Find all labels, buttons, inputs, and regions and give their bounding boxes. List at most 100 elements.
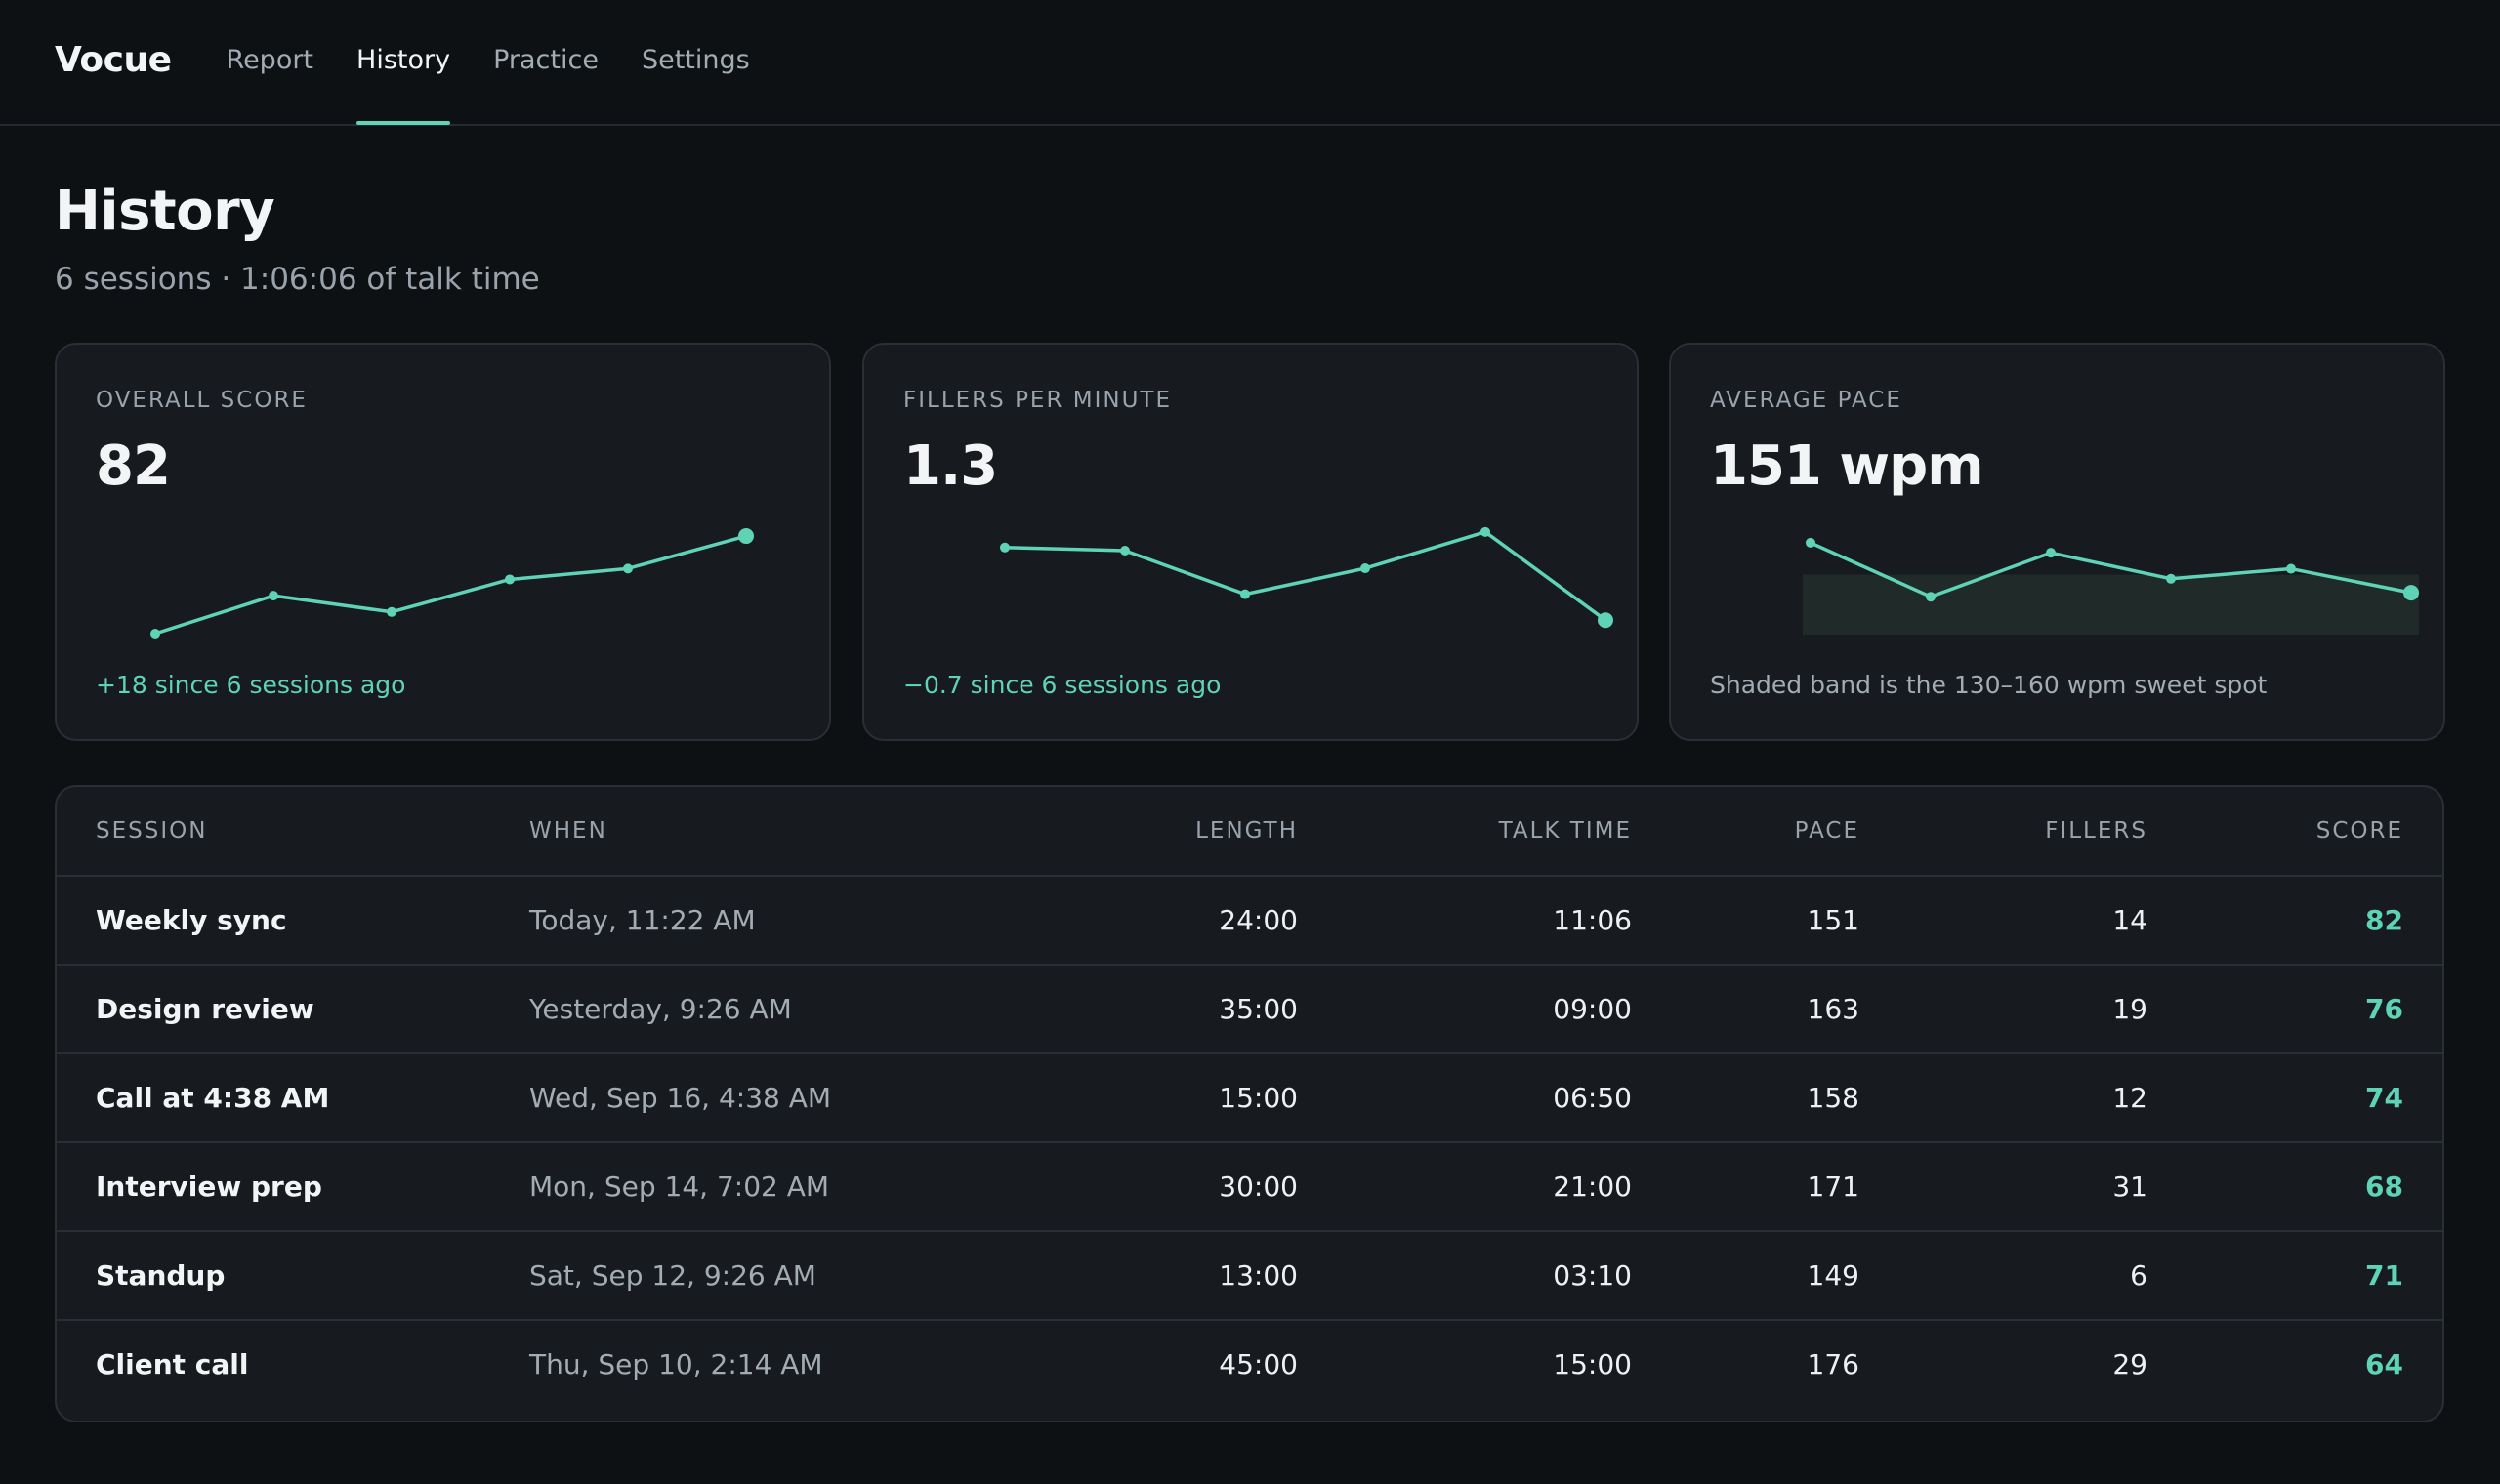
top-nav-bar: Vocue Report History Practice Settings	[0, 0, 2500, 126]
card-label: Average pace	[1710, 388, 1902, 413]
session-score: 71	[2365, 1259, 2403, 1292]
header-pace[interactable]: Pace	[1794, 818, 1859, 844]
trend-point	[1806, 537, 1815, 548]
table-row[interactable]: Weekly sync Today, 11:22 AM 24:00 11:06 …	[57, 875, 2442, 964]
session-pace: 171	[1807, 1171, 1859, 1203]
header-score[interactable]: Score	[2315, 818, 2403, 844]
trend-point	[1480, 526, 1490, 537]
session-pace: 158	[1807, 1082, 1859, 1114]
session-score: 82	[2365, 904, 2403, 936]
nav-tab-history[interactable]: History	[356, 0, 451, 125]
trend-point	[1240, 589, 1250, 599]
session-length: 24:00	[1219, 904, 1298, 936]
page-subtitle: 6 sessions · 1:06:06 of talk time	[55, 262, 540, 297]
session-fillers: 31	[2112, 1171, 2147, 1203]
trend-point	[623, 563, 633, 574]
fillers-per-minute-card: Fillers per minute 1.3 −0.7 since 6 sess…	[862, 343, 1639, 741]
session-when: Mon, Sep 14, 7:02 AM	[529, 1171, 830, 1203]
brand-logo[interactable]: Vocue	[55, 40, 172, 80]
trend-point	[150, 629, 160, 639]
session-when: Wed, Sep 16, 4:38 AM	[529, 1082, 832, 1114]
session-fillers: 12	[2112, 1082, 2147, 1114]
nav-tab-settings[interactable]: Settings	[641, 45, 750, 75]
session-pace: 151	[1807, 904, 1859, 936]
table-header-row: Session When Length Talk time Pace Fille…	[57, 787, 2442, 875]
session-length: 15:00	[1219, 1082, 1298, 1114]
card-note: Shaded band is the 130–160 wpm sweet spo…	[1710, 671, 2268, 699]
trend-point	[2046, 548, 2056, 558]
session-score: 68	[2365, 1171, 2403, 1203]
trend-point	[2286, 563, 2296, 574]
trend-line	[154, 534, 747, 636]
trend-point	[1926, 592, 1936, 602]
trend-point	[269, 591, 278, 601]
card-delta: −0.7 since 6 sessions ago	[903, 671, 1222, 699]
card-delta: +18 since 6 sessions ago	[96, 671, 406, 699]
trend-point	[1360, 563, 1370, 574]
nav-tab-practice[interactable]: Practice	[493, 45, 599, 75]
card-label: Overall score	[96, 388, 308, 413]
trend-line	[1810, 541, 2412, 598]
trend-point	[387, 606, 396, 617]
overall-score-card: Overall score 82 +18 since 6 sessions ag…	[55, 343, 831, 741]
trend-line	[1004, 530, 1607, 622]
session-name: Interview prep	[96, 1171, 322, 1203]
session-fillers: 19	[2112, 993, 2147, 1025]
session-fillers: 6	[2130, 1259, 2147, 1292]
trend-point	[2403, 585, 2419, 601]
session-name: Call at 4:38 AM	[96, 1082, 330, 1114]
card-value: 1.3	[903, 434, 998, 498]
fillers-sparkline	[1000, 526, 1613, 629]
session-name: Client call	[96, 1348, 249, 1381]
session-when: Sat, Sep 12, 9:26 AM	[529, 1259, 816, 1292]
session-length: 45:00	[1219, 1348, 1298, 1381]
session-name: Weekly sync	[96, 904, 287, 936]
trend-point	[1598, 612, 1613, 629]
session-pace: 176	[1807, 1348, 1859, 1381]
trend-point	[1120, 545, 1130, 556]
table-row[interactable]: Design review Yesterday, 9:26 AM 35:00 0…	[57, 964, 2442, 1052]
card-label: Fillers per minute	[903, 388, 1173, 413]
session-pace: 149	[1807, 1259, 1859, 1292]
session-talk-time: 03:10	[1553, 1259, 1632, 1292]
session-score: 76	[2365, 993, 2403, 1025]
table-row[interactable]: Call at 4:38 AM Wed, Sep 16, 4:38 AM 15:…	[57, 1052, 2442, 1141]
average-pace-card: Average pace 151 wpm Shaded band is the …	[1669, 343, 2445, 741]
card-value: 151 wpm	[1710, 434, 1984, 498]
nav-tab-report[interactable]: Report	[226, 45, 314, 75]
table-row[interactable]: Client call Thu, Sep 10, 2:14 AM 45:00 1…	[57, 1319, 2442, 1408]
session-talk-time: 15:00	[1553, 1348, 1632, 1381]
main-nav: Report History Practice Settings	[227, 0, 793, 125]
sweet-spot-band	[1803, 574, 2419, 636]
session-fillers: 29	[2112, 1348, 2147, 1381]
session-talk-time: 09:00	[1553, 993, 1632, 1025]
session-pace: 163	[1807, 993, 1859, 1025]
session-name: Standup	[96, 1259, 226, 1292]
session-name: Design review	[96, 993, 314, 1025]
table-row[interactable]: Interview prep Mon, Sep 14, 7:02 AM 30:0…	[57, 1141, 2442, 1230]
session-length: 35:00	[1219, 993, 1298, 1025]
header-session[interactable]: Session	[96, 818, 208, 844]
overall-score-sparkline	[150, 528, 754, 639]
session-when: Thu, Sep 10, 2:14 AM	[529, 1348, 823, 1381]
sessions-table: Session When Length Talk time Pace Fille…	[55, 785, 2444, 1422]
session-fillers: 14	[2112, 904, 2147, 936]
session-talk-time: 06:50	[1553, 1082, 1632, 1114]
session-score: 64	[2365, 1348, 2403, 1381]
pace-sparkline	[1803, 537, 2419, 636]
session-score: 74	[2365, 1082, 2403, 1114]
header-talk-time[interactable]: Talk time	[1498, 818, 1632, 844]
trend-point	[738, 528, 754, 545]
header-when[interactable]: When	[529, 818, 607, 844]
session-length: 13:00	[1219, 1259, 1298, 1292]
trend-point	[505, 574, 515, 585]
session-when: Today, 11:22 AM	[529, 904, 756, 936]
session-talk-time: 11:06	[1553, 904, 1632, 936]
header-fillers[interactable]: Fillers	[2045, 818, 2147, 844]
trend-point	[1000, 542, 1010, 553]
trend-point	[2166, 573, 2176, 584]
table-row[interactable]: Standup Sat, Sep 12, 9:26 AM 13:00 03:10…	[57, 1230, 2442, 1319]
header-length[interactable]: Length	[1195, 818, 1298, 844]
session-talk-time: 21:00	[1553, 1171, 1632, 1203]
card-value: 82	[96, 434, 171, 498]
